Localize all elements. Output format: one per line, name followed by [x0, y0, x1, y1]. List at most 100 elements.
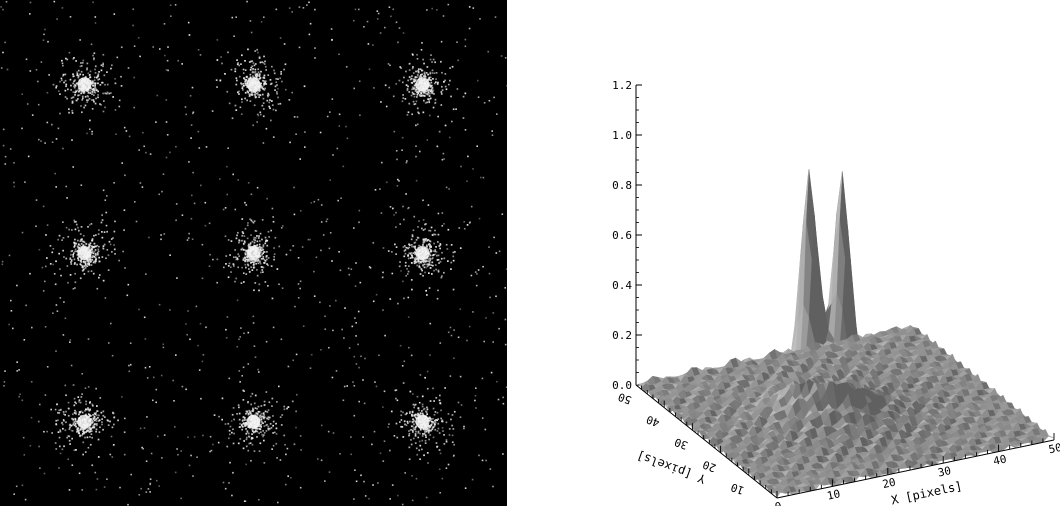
noise-point [285, 483, 287, 486]
photon-point [435, 81, 437, 83]
photon-point [411, 67, 414, 70]
photon-point [408, 63, 411, 65]
noise-point [320, 459, 323, 462]
photon-point [436, 419, 438, 422]
noise-point [426, 370, 429, 373]
photon-point [245, 424, 248, 427]
photon-point [59, 429, 61, 431]
photon-point [423, 91, 426, 94]
photon-point [263, 439, 265, 442]
noise-point [338, 53, 340, 56]
noise-point [141, 186, 144, 188]
photon-point [434, 421, 437, 424]
photon-point [74, 418, 77, 421]
photon-point [436, 446, 438, 448]
photon-point [257, 410, 260, 413]
photon-point [250, 262, 252, 264]
noise-point [4, 370, 6, 372]
photon-point [420, 95, 423, 97]
noise-point [290, 477, 292, 479]
photon-point [411, 413, 413, 416]
noise-point [481, 459, 484, 462]
noise-point [313, 270, 315, 273]
noise-point [308, 1, 310, 4]
photon-point [64, 79, 67, 82]
photon-point [73, 57, 75, 59]
photon-point [263, 83, 265, 86]
photon-point [92, 255, 94, 257]
photon-point [258, 73, 261, 75]
noise-point [208, 222, 211, 225]
photon-point [80, 226, 83, 228]
noise-point [374, 381, 376, 383]
photon-point [274, 236, 277, 239]
noise-point [411, 475, 413, 477]
photon-point [267, 427, 270, 430]
noise-point [324, 315, 326, 318]
photon-point [93, 82, 95, 85]
photon-point [402, 246, 405, 248]
photon-point [429, 258, 432, 260]
photon-point [278, 245, 281, 248]
noise-point [83, 267, 86, 270]
photon-point [254, 50, 257, 52]
photon-point [88, 414, 91, 416]
photon-point [75, 420, 78, 423]
photon-point [233, 265, 235, 268]
photon-point [257, 89, 260, 92]
noise-point [441, 427, 444, 429]
noise-point [475, 284, 478, 287]
photon-point [269, 79, 272, 81]
photon-point [99, 426, 101, 429]
photon-point [452, 259, 455, 262]
noise-point [137, 37, 140, 39]
photon-point [426, 239, 429, 241]
noise-point [313, 200, 316, 203]
photon-point [101, 236, 104, 239]
noise-point [166, 134, 169, 136]
photon-point [428, 76, 431, 79]
photon-point [440, 257, 443, 260]
noise-point [175, 219, 177, 222]
photon-point [224, 423, 227, 425]
photon-point [424, 376, 426, 379]
photon-point [451, 424, 453, 427]
photon-point [243, 419, 246, 421]
noise-point [453, 454, 455, 457]
noise-point [466, 180, 468, 182]
noise-point [202, 354, 205, 356]
photon-point [255, 412, 258, 414]
photon-point [75, 60, 77, 62]
photon-point [250, 259, 253, 261]
noise-point [368, 266, 371, 268]
noise-point [502, 453, 504, 455]
photon-point [256, 427, 259, 430]
photon-point [77, 243, 80, 246]
noise-point [354, 285, 357, 287]
photon-point [254, 73, 257, 75]
noise-point [234, 208, 237, 211]
photon-point [78, 90, 80, 93]
star-core [246, 77, 261, 92]
noise-point [46, 430, 48, 433]
noise-point [476, 145, 478, 147]
noise-point [38, 138, 40, 141]
noise-point [392, 8, 394, 11]
photon-point [52, 83, 55, 86]
photon-point [247, 243, 250, 246]
photon-point [81, 240, 84, 243]
photon-point [102, 92, 104, 95]
photon-point [247, 413, 250, 416]
noise-point [44, 394, 47, 396]
noise-point [384, 26, 386, 29]
noise-point [415, 477, 418, 480]
photon-point [275, 78, 278, 80]
noise-point [368, 68, 371, 71]
photon-point [49, 245, 52, 247]
photon-point [431, 91, 434, 93]
photon-point [84, 267, 87, 269]
photon-point [55, 85, 58, 87]
noise-point [401, 503, 404, 506]
noise-point [434, 229, 436, 232]
noise-point [343, 385, 346, 388]
